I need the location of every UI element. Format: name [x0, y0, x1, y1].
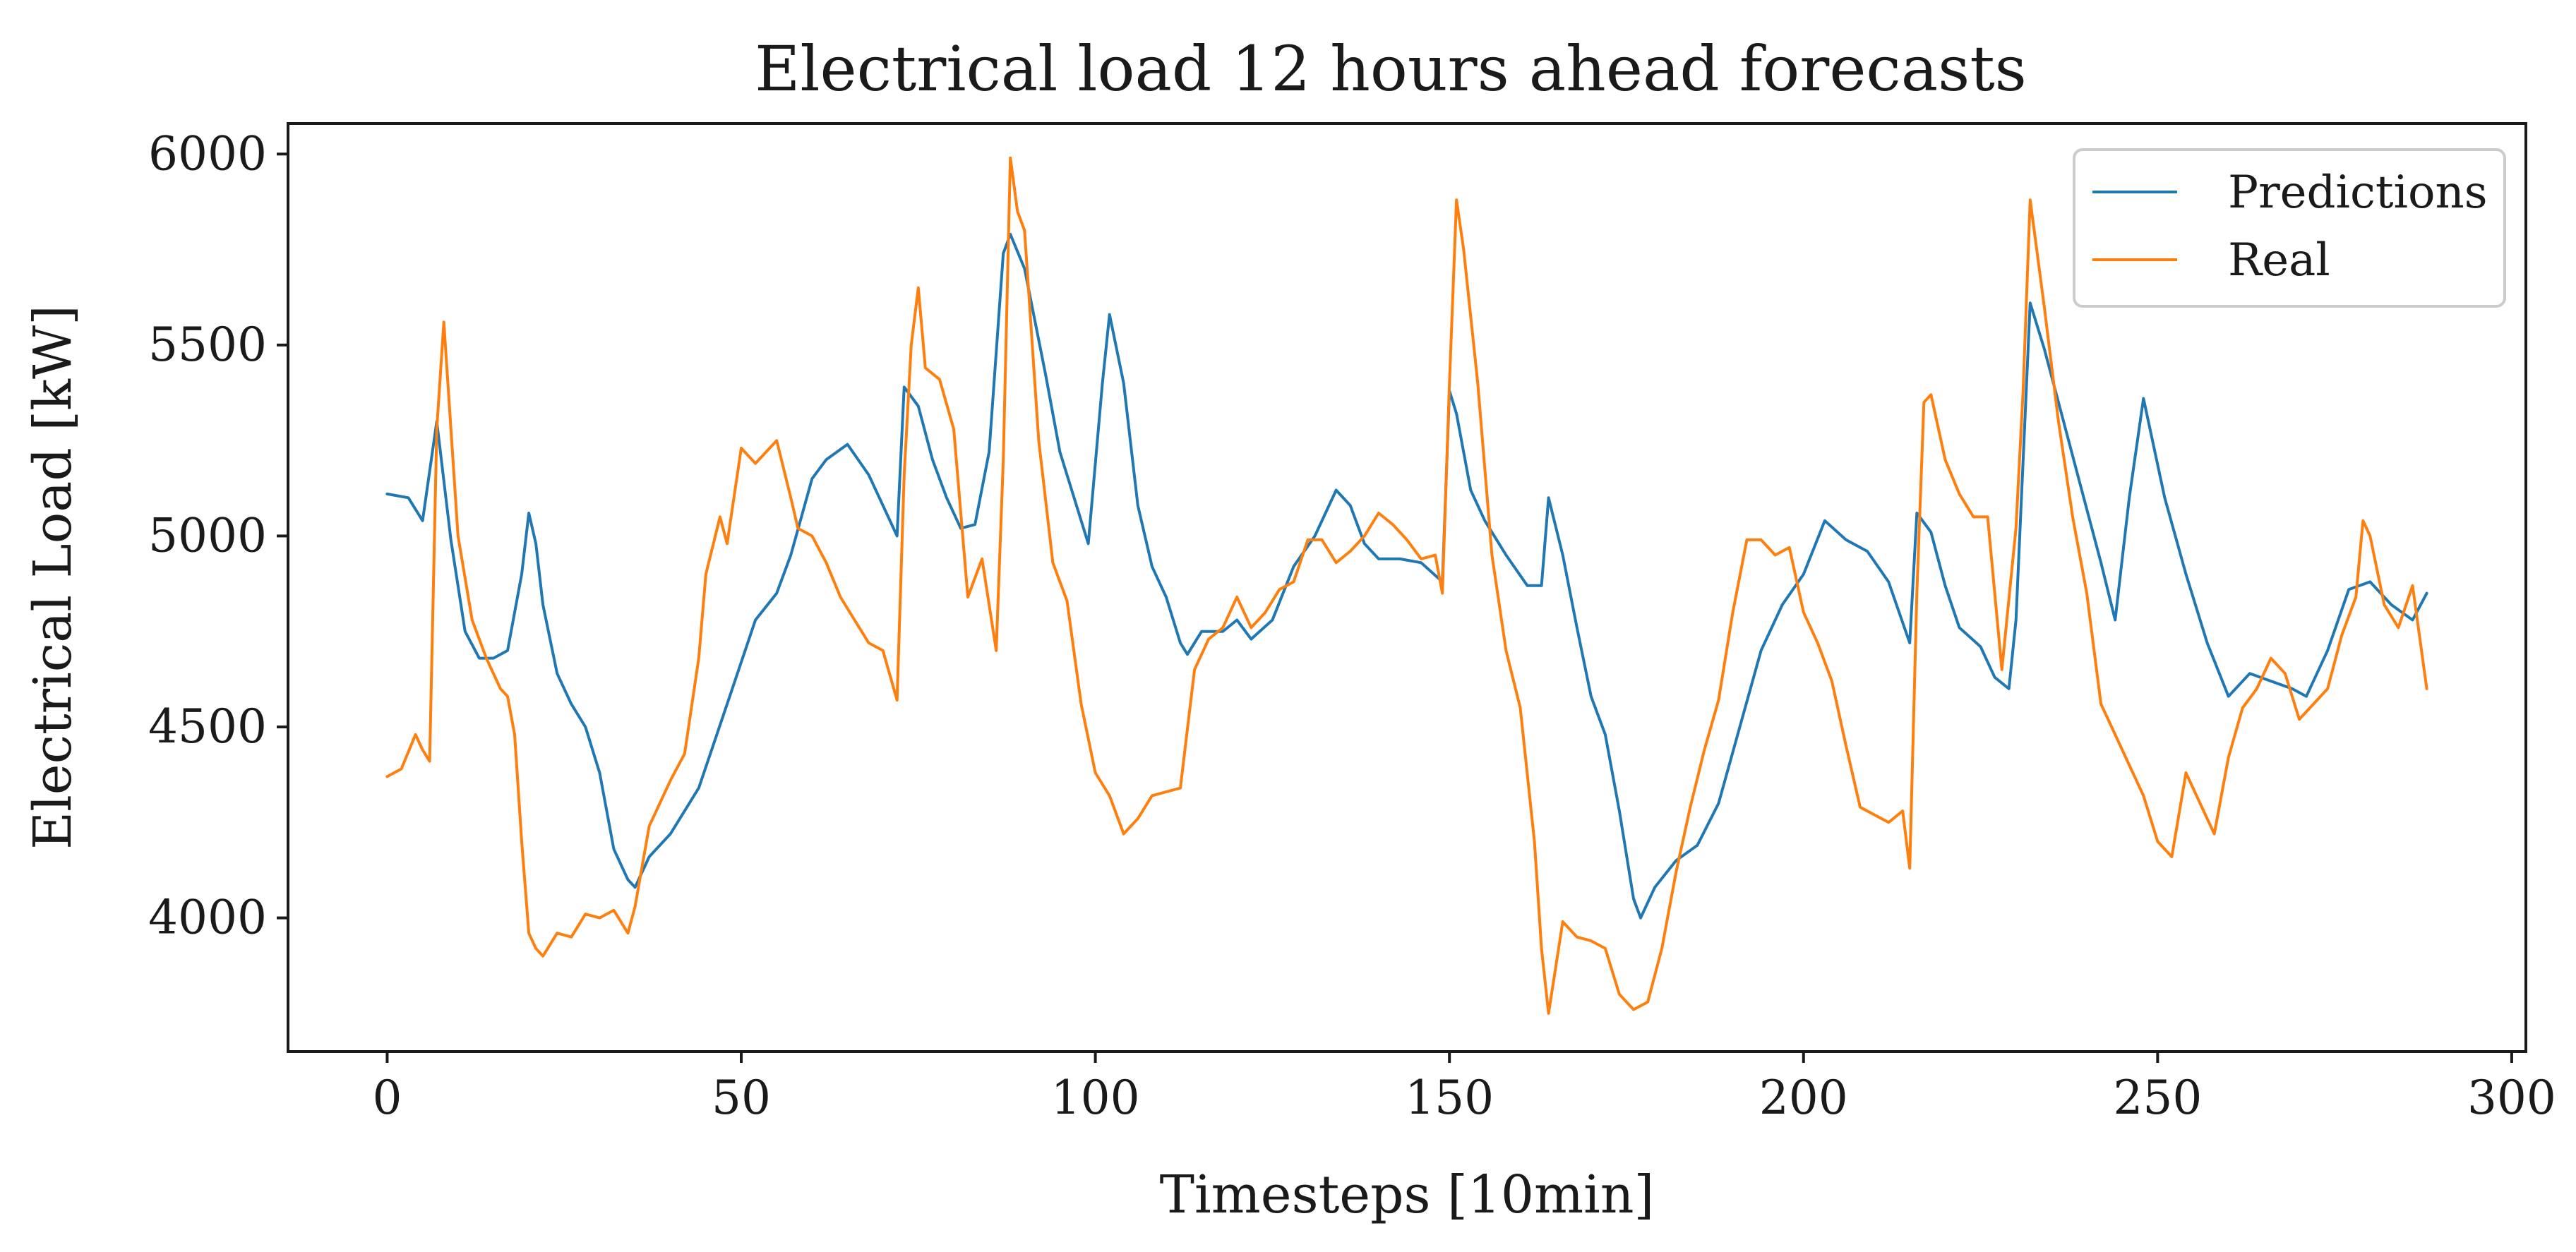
y-tick-label: 5500 [148, 318, 267, 372]
y-tick-label: 4000 [148, 891, 267, 945]
legend: Predictions Real [2073, 148, 2506, 308]
x-tick-label: 150 [1405, 1071, 1494, 1125]
series-layer [385, 156, 2428, 1015]
x-tick-label: 0 [372, 1071, 402, 1125]
x-tick-label: 200 [1759, 1071, 1848, 1125]
y-tick-label: 5000 [148, 508, 267, 562]
y-axis-label: Electrical Load [kW] [23, 305, 83, 850]
x-tick-label: 50 [712, 1071, 771, 1125]
ticks-layer: 0 50 100 150 200 250 300 4000 4500 5000 5500 6000 [148, 126, 2556, 1125]
x-axis-label: Timesteps [10min] [1160, 1164, 1655, 1225]
chart-title: Electrical load 12 hours ahead forecasts [755, 32, 2027, 105]
legend-box [2073, 148, 2506, 308]
x-tick-label: 100 [1051, 1071, 1140, 1125]
y-tick-label: 4500 [148, 699, 267, 754]
legend-label-predictions: Predictions [2228, 167, 2488, 219]
plot-frame [287, 122, 2527, 1053]
x-tick-label: 250 [2113, 1071, 2202, 1125]
series-line-predictions [385, 232, 2428, 920]
series-line-real [385, 156, 2428, 1015]
y-tick-label: 6000 [148, 126, 267, 181]
x-tick-label: 300 [2467, 1071, 2556, 1125]
legend-label-real: Real [2228, 234, 2330, 287]
